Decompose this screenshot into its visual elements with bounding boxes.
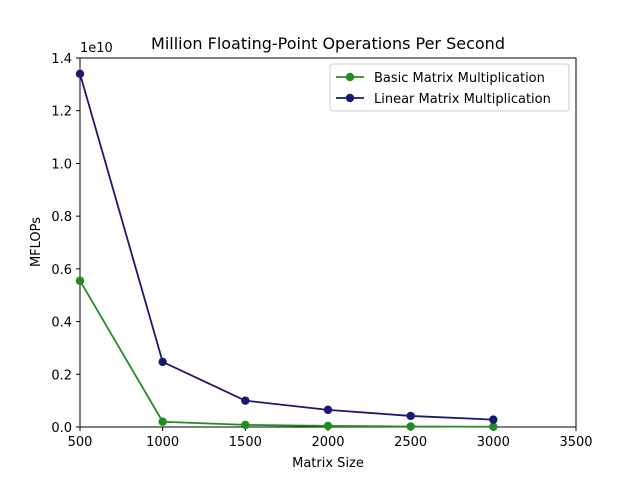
y-tick-label: 0.4 <box>51 316 72 331</box>
legend-label: Basic Matrix Multiplication <box>374 71 545 86</box>
x-tick-label: 3500 <box>559 435 592 450</box>
data-point <box>75 276 85 285</box>
y-tick-label: 0.0 <box>51 421 72 436</box>
x-axis-label: Matrix Size <box>292 456 364 471</box>
data-point <box>241 396 250 405</box>
legend-marker <box>345 72 355 82</box>
series-line-1 <box>79 280 494 428</box>
chart-title: Million Floating-Point Operations Per Se… <box>151 34 505 53</box>
x-tick-label: 500 <box>68 435 93 450</box>
y-offset-text: 1e10 <box>80 41 113 56</box>
x-tick-label: 1000 <box>146 435 179 450</box>
data-point <box>406 411 415 421</box>
data-point <box>406 422 415 431</box>
x-tick-label: 2500 <box>394 435 427 450</box>
legend-label: Linear Matrix Multiplication <box>374 92 551 107</box>
x-tick-label: 3000 <box>477 435 510 450</box>
y-axis-label: MFLOPs <box>29 217 44 267</box>
y-tick-label: 1.4 <box>51 52 72 67</box>
series-group <box>75 69 498 431</box>
y-tick-label: 1.2 <box>51 105 72 120</box>
x-tick-label: 2000 <box>311 435 344 450</box>
y-tick-label: 1.0 <box>51 157 72 172</box>
data-point <box>323 405 333 415</box>
data-point <box>158 357 167 367</box>
data-point <box>323 421 333 431</box>
legend-box <box>329 63 570 112</box>
data-point <box>241 420 250 430</box>
plot-area <box>80 58 576 427</box>
legend: Basic Matrix Multiplication Linear Matrix… <box>329 63 570 112</box>
y-tick-label: 0.2 <box>51 368 72 383</box>
data-point <box>489 415 498 424</box>
data-point <box>489 422 498 431</box>
data-point <box>75 69 85 79</box>
legend-marker <box>345 93 355 103</box>
y-tick-label: 0.8 <box>51 210 72 225</box>
x-tick-label: 1500 <box>229 435 262 450</box>
y-tick-label: 0.6 <box>51 263 72 278</box>
data-point <box>158 417 167 426</box>
series-line-2 <box>79 73 494 421</box>
